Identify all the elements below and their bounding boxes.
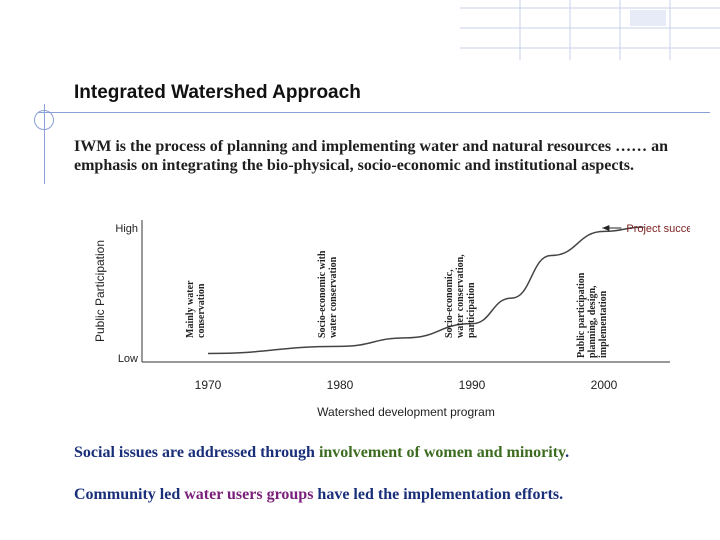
phase-label: Socio-economic withwater conservation [317,250,339,338]
y-tick-label: Low [118,353,138,365]
x-tick-label: 1990 [459,378,486,392]
phase-label: Socio-economic,water conservation,partic… [444,254,477,338]
participation-chart: Public Participation High Low 1970 1980 1990 2… [93,220,690,419]
slide-title: Integrated Watershed Approach [74,82,361,103]
community-text-a: Community led [74,486,185,503]
participation-line [207,226,644,355]
phase-label-line: Socio-economic, [444,269,455,338]
phase-label-line: Mainly water [185,280,196,338]
phase-label-line: Socio-economic with [317,250,328,338]
social-issues-highlight: involvement of women and minority [318,444,566,461]
phase-label-line: planning, design, [587,285,598,358]
divider-vertical [44,104,45,184]
phase-label-line: water conservation [328,256,339,338]
grid-decoration [460,0,720,60]
phase-label-line: conservation [196,283,207,338]
phase-label-line: water conservation, [455,254,466,338]
phase-label-line: Public participation [576,272,587,358]
phase-label: Mainly waterconservation [185,280,207,338]
community-text: Community led water users groups have le… [74,486,563,504]
x-tick-label: 1980 [327,378,354,392]
y-axis-label: Public Participation [93,240,107,342]
divider-circle [34,110,54,130]
divider-horizontal [38,112,710,113]
y-tick-label: High [115,223,138,235]
x-axis-label: Watershed development program [317,405,495,419]
x-tick-label: 1970 [195,378,222,392]
community-text-c: have led the implementation efforts. [313,486,564,503]
definition-text: IWM is the process of planning and imple… [74,138,668,174]
social-issues-text: Social issues are addressed through invo… [74,444,569,462]
community-highlight: water users groups [184,486,314,503]
x-tick-label: 2000 [591,378,618,392]
phase-label-line: implementation [598,290,609,358]
annotation-label: Project success [626,223,690,235]
annotation-arrowhead [602,224,610,231]
social-issues-text-a: Social issues are addressed through [74,444,319,461]
phase-label: Public participationplanning, design,imp… [576,272,609,358]
social-issues-text-c: . [565,444,570,461]
phase-label-line: participation [466,282,477,338]
